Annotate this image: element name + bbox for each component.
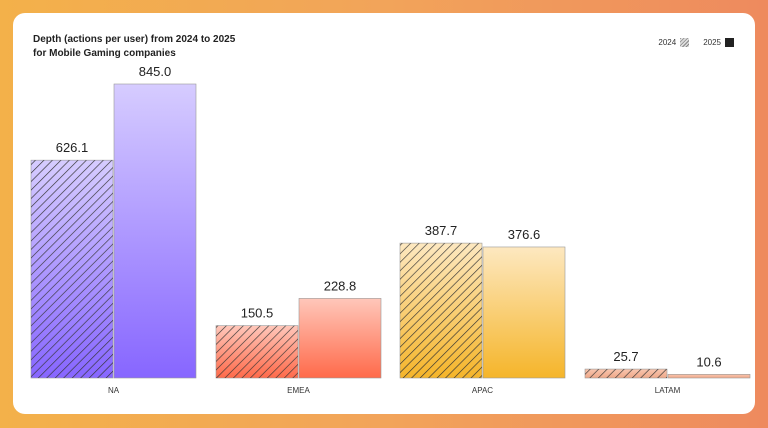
value-label: 25.7	[613, 349, 638, 364]
legend-label-2024: 2024	[658, 38, 677, 47]
category-label: APAC	[472, 386, 493, 395]
subtitle-line: for Mobile Gaming companies	[33, 48, 176, 59]
category-label: LATAM	[655, 386, 681, 395]
bar-apac-2025	[482, 246, 566, 379]
value-label: 845.0	[139, 64, 172, 79]
legend-swatch-2024	[680, 38, 690, 47]
legend: 2024 2025	[658, 38, 734, 47]
bar-emea-2025	[298, 298, 382, 379]
bar-hatch-latam-2024	[585, 369, 667, 378]
value-label: 10.6	[696, 354, 721, 369]
value-label: 376.6	[508, 227, 541, 242]
bar-hatch-emea-2024	[216, 325, 298, 378]
legend-swatch-2025	[725, 38, 734, 47]
value-label: 150.5	[241, 306, 274, 321]
value-label: 228.8	[324, 278, 357, 293]
category-label: EMEA	[287, 386, 310, 395]
value-label: 387.7	[425, 223, 458, 238]
value-label: 626.1	[56, 140, 89, 155]
chart-title: Depth (actions per user) from 2024 to 20…	[33, 33, 333, 61]
bar-latam-2025	[667, 374, 751, 379]
bar-hatch-na-2024	[31, 160, 113, 378]
title-line: Depth (actions per user) from 2024 to 20…	[33, 34, 236, 45]
category-label: NA	[108, 386, 120, 395]
bar-hatch-apac-2024	[400, 243, 482, 378]
bar-na-2025	[113, 83, 197, 379]
legend-label-2025: 2025	[703, 38, 721, 47]
